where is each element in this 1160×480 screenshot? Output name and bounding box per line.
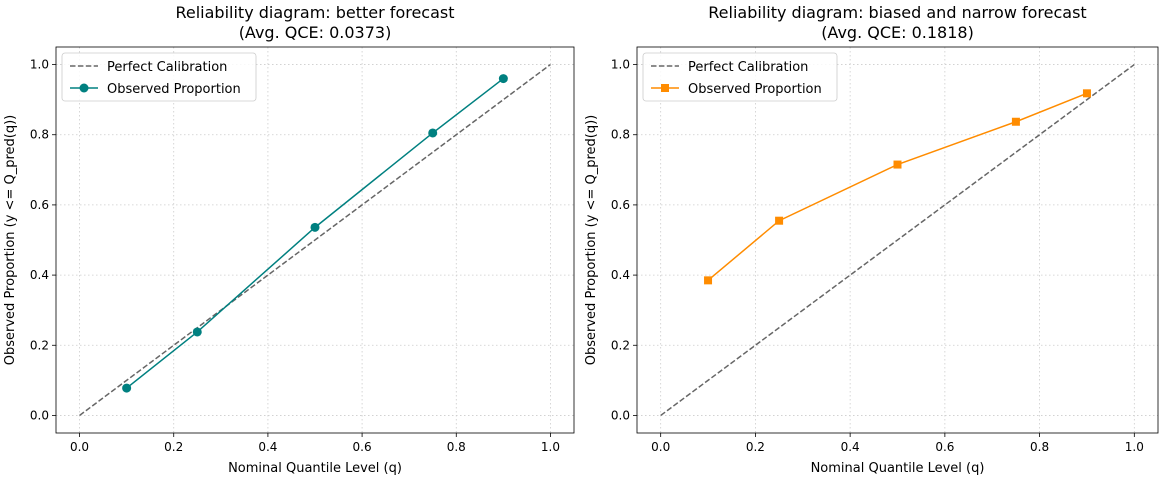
legend-entry: Perfect Calibration [688, 60, 808, 75]
x-tick-label: 0.6 [353, 440, 372, 454]
y-tick-label: 0.2 [30, 338, 49, 352]
legend-marker [661, 84, 669, 92]
y-tick-label: 0.6 [30, 198, 49, 212]
data-point [310, 222, 320, 232]
data-point [775, 216, 784, 225]
data-point [893, 160, 902, 169]
data-point [704, 276, 713, 285]
plot-frame [55, 46, 575, 434]
y-axis-label: Observed Proportion (y <= Q_pred(q)) [584, 115, 599, 365]
chart-title: Reliability diagram: biased and narrow f… [708, 3, 1086, 22]
data-point [1011, 117, 1020, 126]
legend-box [642, 52, 838, 102]
x-tick-label: 0.8 [1030, 440, 1049, 454]
chart-title: Reliability diagram: better forecast [175, 3, 454, 22]
x-tick-label: 0.8 [447, 440, 466, 454]
x-tick-label: 0.2 [746, 440, 765, 454]
plot-frame [636, 46, 1159, 434]
data-point [428, 128, 438, 138]
y-tick-label: 0.2 [611, 338, 630, 352]
data-point [122, 383, 132, 393]
data-point [498, 74, 508, 84]
legend-entry: Perfect Calibration [107, 60, 227, 75]
legend-marker [79, 83, 89, 93]
legend-entry: Observed Proportion [688, 82, 822, 97]
y-tick-label: 0.8 [30, 128, 49, 142]
y-tick-label: 0.4 [611, 268, 630, 282]
legend-entry: Observed Proportion [107, 82, 241, 97]
legend: Perfect Calibration Observed Proportion [61, 52, 257, 102]
legend: Perfect Calibration Observed Proportion [642, 52, 838, 102]
chart-subtitle: (Avg. QCE: 0.0373) [239, 23, 392, 42]
x-axis-label: Nominal Quantile Level (q) [811, 461, 985, 476]
y-tick-label: 0.0 [611, 408, 630, 422]
x-tick-label: 0.0 [70, 440, 89, 454]
y-tick-label: 0.8 [611, 128, 630, 142]
x-tick-label: 0.2 [164, 440, 183, 454]
x-tick-label: 1.0 [1125, 440, 1144, 454]
y-axis-label: Observed Proportion (y <= Q_pred(q)) [3, 115, 18, 365]
x-tick-label: 0.6 [935, 440, 954, 454]
data-point [1082, 89, 1091, 98]
x-tick-label: 0.4 [258, 440, 277, 454]
legend-box [61, 52, 257, 102]
x-tick-label: 0.4 [841, 440, 860, 454]
y-tick-label: 0.4 [30, 268, 49, 282]
y-tick-label: 0.0 [30, 408, 49, 422]
x-tick-label: 1.0 [541, 440, 560, 454]
series-line-perfect-calibration [79, 63, 551, 417]
chart-subtitle: (Avg. QCE: 0.1818) [821, 23, 974, 42]
x-axis-label: Nominal Quantile Level (q) [228, 461, 402, 476]
y-tick-label: 1.0 [611, 58, 630, 72]
y-tick-label: 1.0 [30, 58, 49, 72]
chart-biased-narrow-forecast: 0.0 0.2 0.4 0.6 0.8 1.0 0.0 0.2 0.4 0.6 0.8 1.0 Nomi… [584, 3, 1159, 476]
x-tick-label: 0.0 [651, 440, 670, 454]
y-tick-label: 0.6 [611, 198, 630, 212]
data-point [192, 327, 202, 337]
chart-better-forecast: 0.0 0.2 0.4 0.6 0.8 1.0 0.0 0.2 0.4 0.6 0.8 1.0 Nomi… [3, 3, 575, 476]
series-line-perfect-calibration [660, 63, 1135, 417]
